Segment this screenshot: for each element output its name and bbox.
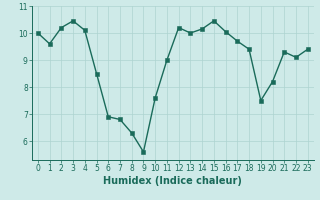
- X-axis label: Humidex (Indice chaleur): Humidex (Indice chaleur): [103, 176, 242, 186]
